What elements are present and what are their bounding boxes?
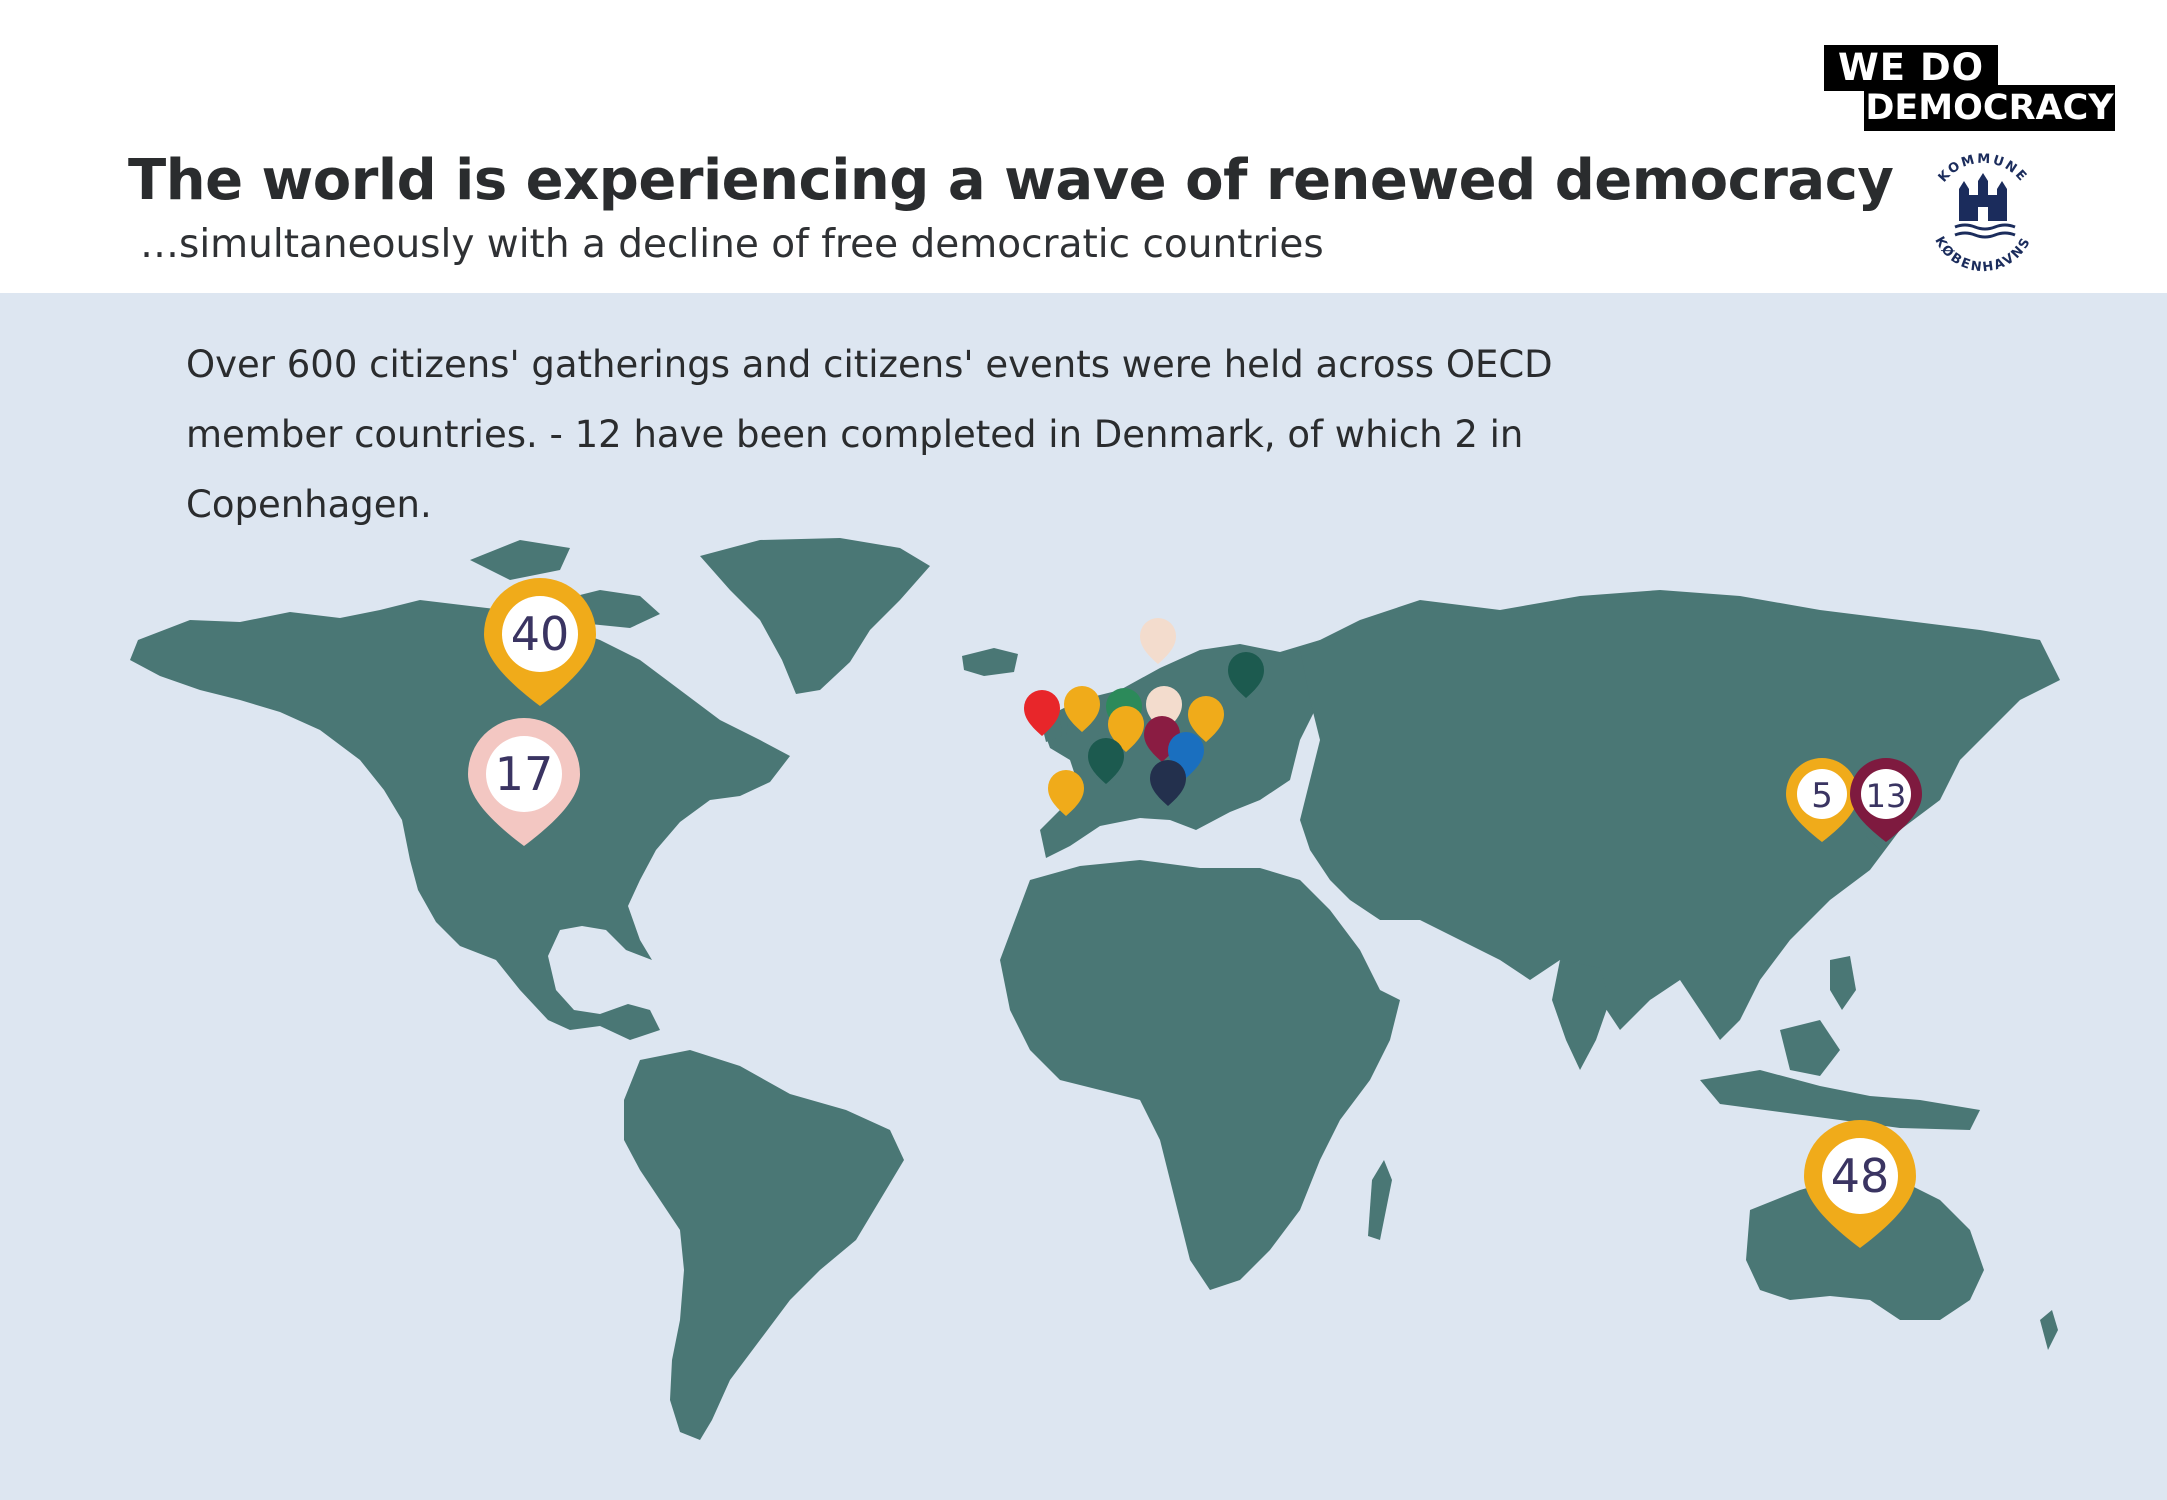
we-do-democracy-logo: WE DO DEMOCRACY: [1824, 45, 2115, 131]
australia: [1746, 1176, 1984, 1320]
page-subtitle: …simultaneously with a decline of free d…: [140, 222, 1324, 267]
uk-pin[interactable]: [1064, 686, 1100, 732]
spain-pin[interactable]: [1048, 770, 1084, 816]
asia: [1300, 590, 2060, 1040]
korea-marker[interactable]: 5: [1786, 758, 1858, 842]
header: The world is experiencing a wave of rene…: [0, 0, 2167, 293]
marker-label: 17: [495, 747, 554, 801]
marker-label: 13: [1866, 777, 1907, 815]
borneo: [1780, 1020, 1840, 1076]
new-zealand: [2040, 1310, 2058, 1350]
greenland: [700, 538, 930, 694]
finland-pin[interactable]: [1228, 652, 1264, 698]
page-title: The world is experiencing a wave of rene…: [128, 148, 1894, 213]
kobenhavns-kommune-seal: KOMMUNE KØBENHAVNS: [1931, 152, 2032, 276]
castle-icon: [1954, 173, 2016, 239]
usa-marker[interactable]: 17: [468, 718, 580, 846]
north-america: [130, 600, 790, 1040]
southeast-asia-islands: [1700, 1070, 1980, 1130]
italy-pin[interactable]: [1150, 760, 1186, 806]
north-america-marker[interactable]: 40: [484, 578, 596, 706]
norway-pin[interactable]: [1140, 618, 1176, 664]
marker-label: 5: [1811, 776, 1833, 816]
africa: [1000, 860, 1400, 1290]
marker-label: 48: [1831, 1149, 1890, 1203]
europe-pins: [1024, 618, 1264, 816]
iceland: [962, 648, 1018, 676]
land-masses: [130, 538, 2060, 1440]
intro-text: Over 600 citizens' gatherings and citize…: [186, 343, 1553, 526]
france-pin[interactable]: [1088, 738, 1124, 784]
belgium-pin[interactable]: [1108, 706, 1144, 752]
marker-label: 40: [511, 607, 570, 661]
india: [1552, 960, 1610, 1070]
logo-line-1: WE DO: [1824, 45, 1999, 91]
south-america: [624, 1050, 904, 1440]
japan-marker[interactable]: 13: [1850, 758, 1922, 842]
philippines: [1830, 956, 1856, 1010]
numbered-markers: 40 17 5 13 48: [468, 578, 1922, 1248]
madagascar: [1368, 1160, 1392, 1240]
logo-line-2: DEMOCRACY: [1864, 85, 2115, 131]
australia-marker[interactable]: 48: [1804, 1120, 1916, 1248]
ireland-pin[interactable]: [1024, 690, 1060, 736]
poland-pin[interactable]: [1188, 696, 1224, 742]
arctic-islands: [470, 540, 570, 580]
